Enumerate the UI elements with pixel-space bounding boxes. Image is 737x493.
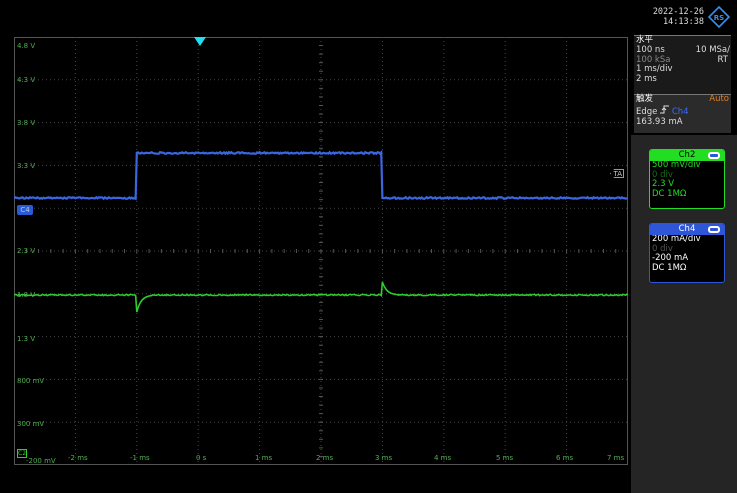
time-base: 100 ns <box>636 45 665 55</box>
record-length: 100 kSa <box>636 55 670 65</box>
trigger-source: Ch4 <box>672 107 689 117</box>
trigger-position-marker[interactable] <box>194 37 206 46</box>
date-text: 2022-12-26 <box>640 7 704 17</box>
waveform-display[interactable] <box>14 37 628 465</box>
x-axis-label: 2 ms <box>316 454 333 462</box>
y-axis-label: 1.8 V <box>17 291 35 299</box>
y-axis-label: 800 mV <box>17 377 44 385</box>
ch2-signal-box[interactable]: Ch2 500 mV/div 0 div 2.3 V DC 1MΩ <box>649 149 725 209</box>
ch4-toggle-icon[interactable] <box>708 226 720 233</box>
horizontal-settings-panel[interactable]: 水平 100 ns 10 MSa/ 100 kSa RT 1 ms/div 2 … <box>634 35 731 95</box>
ch4-offset-marker[interactable]: C4 <box>17 205 33 215</box>
y-axis-label: -200 mV <box>26 457 56 465</box>
x-axis-label: -2 ms <box>68 454 88 462</box>
horizontal-position: 2 ms <box>634 75 731 85</box>
trigger-mode: Auto <box>709 95 729 105</box>
trigger-type: Edge <box>636 107 657 117</box>
x-axis-label: 5 ms <box>496 454 513 462</box>
x-axis-label: 1 ms <box>255 454 272 462</box>
ch4-trace <box>14 152 628 199</box>
ch2-offset-marker[interactable]: C2 <box>17 449 27 458</box>
x-axis-label: 6 ms <box>556 454 573 462</box>
x-axis-label: 3 ms <box>375 454 392 462</box>
y-axis-label: 2.3 V <box>17 247 35 255</box>
y-axis-label: 1.3 V <box>17 335 35 343</box>
ch2-coupling: DC 1MΩ <box>650 190 724 200</box>
ch4-coupling: DC 1MΩ <box>650 264 724 274</box>
datetime: 2022-12-26 14:13:38 <box>640 7 704 27</box>
y-axis-label: 4.8 V <box>17 42 35 50</box>
waveform-canvas[interactable] <box>14 37 628 465</box>
trigger-settings-panel[interactable]: 触发 Auto Edge Ch4 163.93 mA <box>634 94 731 133</box>
x-axis-label: 0 s <box>196 454 206 462</box>
x-axis-label: 4 ms <box>434 454 451 462</box>
trigger-title: 触发 <box>636 94 653 104</box>
ch2-toggle-icon[interactable] <box>708 152 720 159</box>
x-axis-label: -1 ms <box>130 454 150 462</box>
y-axis-label: 4.3 V <box>17 76 35 84</box>
y-axis-label: 300 mV <box>17 420 44 428</box>
rising-edge-icon <box>660 105 669 118</box>
ch2-title: Ch2 <box>679 150 696 160</box>
svg-text:RS: RS <box>714 14 724 22</box>
rohde-schwarz-logo-icon: RS <box>708 6 730 28</box>
acquisition-mode: RT <box>718 56 728 66</box>
x-axis-label: 7 ms <box>607 454 624 462</box>
y-axis-label: 3.8 V <box>17 119 35 127</box>
time-text: 14:13:38 <box>640 17 704 27</box>
ch4-signal-box[interactable]: Ch4 200 mA/div 0 div -200 mA DC 1MΩ <box>649 223 725 283</box>
trigger-level: 163.93 mA <box>634 118 731 128</box>
y-axis-label: 3.3 V <box>17 162 35 170</box>
ch4-title: Ch4 <box>679 224 696 234</box>
